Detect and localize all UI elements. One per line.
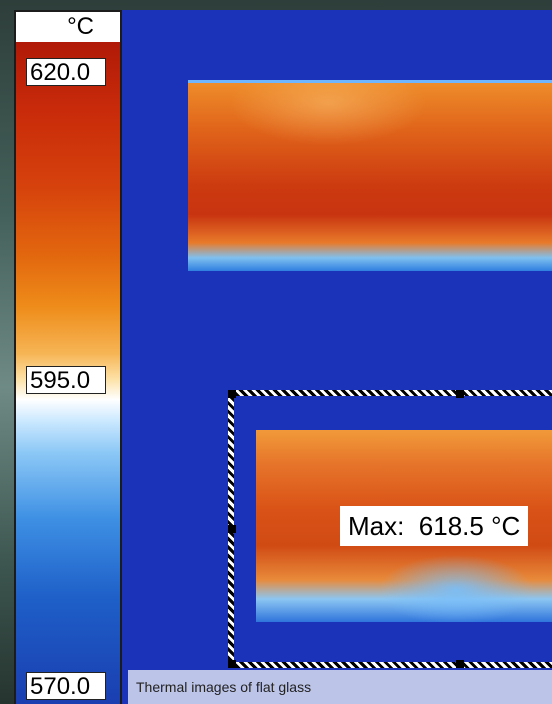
scale-mid-label: 595.0 (26, 366, 106, 394)
max-label-value: 618.5 °C (418, 511, 521, 541)
selection-handle-bottom-left[interactable] (228, 660, 236, 668)
glass-pane-top (188, 80, 552, 271)
selection-handle-bottom-middle[interactable] (456, 660, 464, 668)
max-label-text: Max: (348, 511, 405, 541)
scale-max-label: 620.0 (26, 58, 106, 86)
selection-handle-top-left[interactable] (228, 390, 236, 398)
max-temperature-label: Max: 618.5 °C (340, 506, 529, 546)
image-caption: Thermal images of flat glass (128, 670, 552, 704)
scale-min-label: 570.0 (26, 672, 106, 700)
selection-handle-middle-left[interactable] (228, 525, 236, 533)
selection-handle-top-middle[interactable] (456, 390, 464, 398)
thermal-view[interactable]: Max: 618.5 °C (122, 10, 552, 704)
scale-unit-label: °C (16, 12, 120, 42)
